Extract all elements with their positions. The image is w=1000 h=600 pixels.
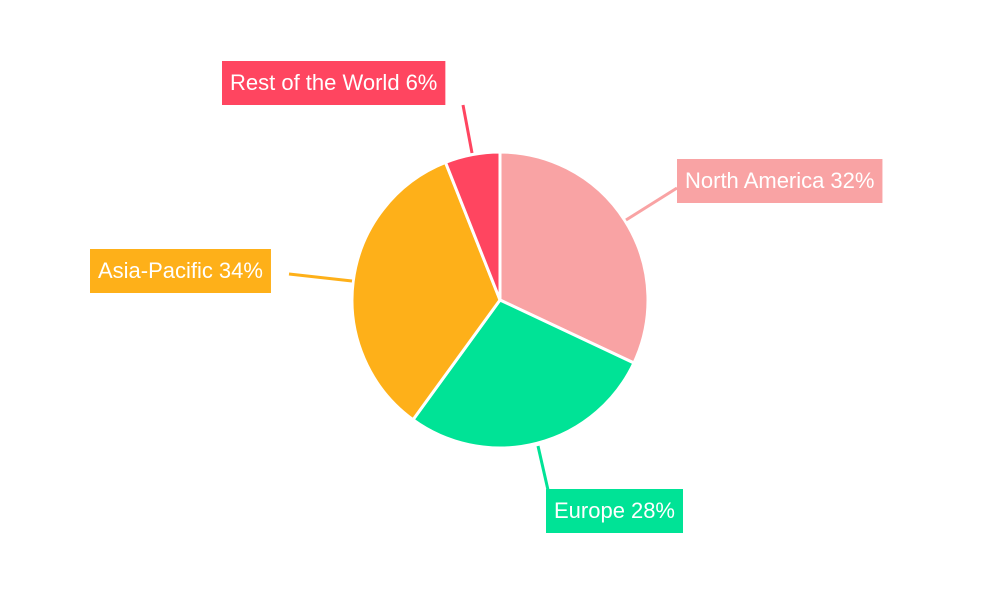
label-box — [222, 61, 446, 105]
slices — [350, 150, 650, 450]
label-text: North America 32% — [685, 168, 874, 193]
pie-slice — [443, 150, 502, 301]
data-label: Asia-Pacific 34% — [90, 249, 271, 293]
category-name: Rest of the World — [230, 70, 400, 95]
category-name: Europe — [554, 498, 625, 523]
leader-line — [461, 104, 474, 154]
data-label: Rest of the World 6% — [222, 61, 446, 105]
value-label: 6% — [406, 70, 438, 95]
label-box — [546, 489, 683, 533]
pie-slice — [350, 160, 502, 422]
label-text: Rest of the World 6% — [230, 70, 437, 95]
value-label: 28% — [631, 498, 675, 523]
label-box — [90, 249, 271, 293]
labels: North America 32% Europe 28% Asia-Pacific 34%… — [90, 61, 883, 533]
pie-slice — [410, 298, 636, 450]
value-label: 32% — [830, 168, 874, 193]
label-text: Europe 28% — [554, 498, 675, 523]
data-label: Europe 28% — [546, 489, 683, 533]
value-label: 34% — [219, 258, 263, 283]
pie-slice — [498, 150, 650, 366]
category-name: North America — [685, 168, 825, 193]
leader-line — [625, 186, 678, 222]
data-label: North America 32% — [677, 159, 883, 203]
label-box — [677, 159, 883, 203]
leader-line — [288, 272, 353, 283]
category-name: Asia-Pacific — [98, 258, 213, 283]
label-text: Asia-Pacific 34% — [98, 258, 263, 283]
leader-line — [536, 445, 550, 491]
